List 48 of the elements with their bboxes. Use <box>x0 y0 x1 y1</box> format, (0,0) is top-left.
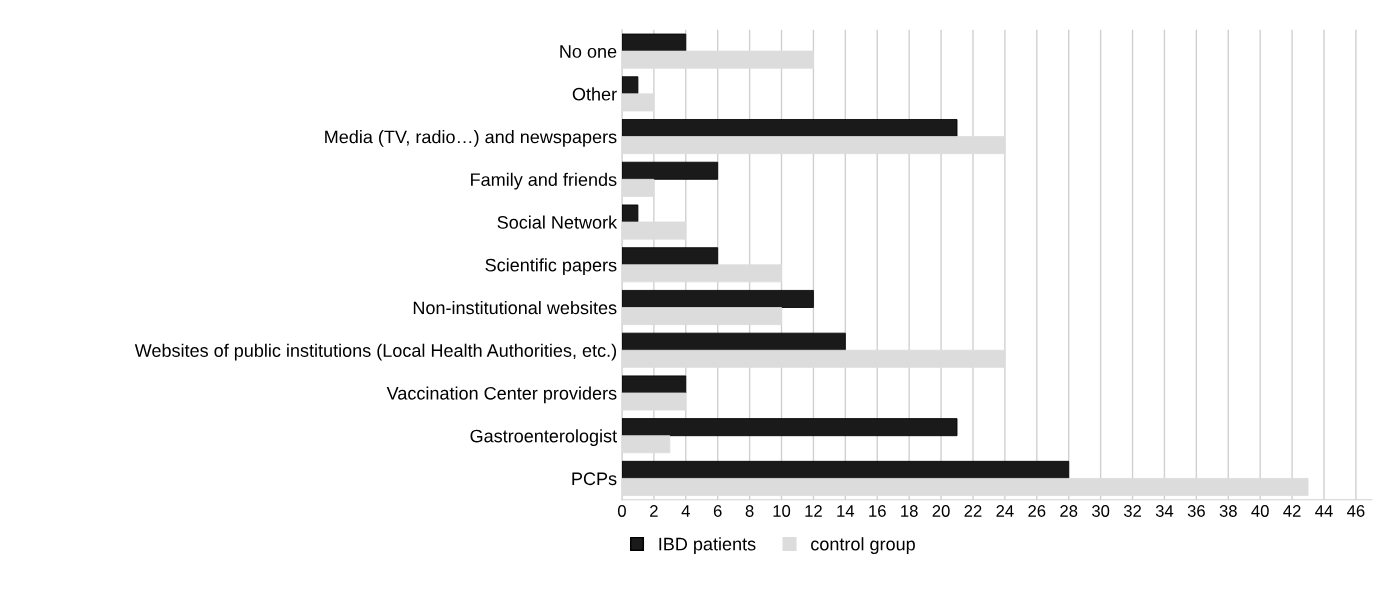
x-tick-label: 18 <box>901 505 918 517</box>
y-tick-label: Vaccination Center providers <box>386 386 617 404</box>
x-tick-label: 4 <box>681 505 690 517</box>
x-tick-label: 2 <box>650 505 658 517</box>
bar <box>621 332 846 351</box>
bar <box>621 119 958 137</box>
y-tick-label: No one <box>560 45 617 58</box>
x-tick-label: 44 <box>1315 505 1333 517</box>
x-tick-label: 10 <box>773 505 791 517</box>
y-tick-label: PCPs <box>572 472 617 486</box>
x-tick-label: 46 <box>1347 505 1365 517</box>
bar <box>621 161 719 180</box>
bar <box>621 460 1070 479</box>
y-tick-label: Non-institutional websites <box>413 300 617 315</box>
y-tick-label: Family and friends <box>471 172 617 190</box>
x-tick-label: 28 <box>1060 505 1078 517</box>
x-tick-label: 12 <box>805 505 822 517</box>
y-tick-label: Media (TV, radio…) and newspapers <box>325 130 617 147</box>
x-tick-label: 40 <box>1251 505 1269 517</box>
x-tick-label: 14 <box>837 505 855 517</box>
x-tick-label: 16 <box>869 505 886 517</box>
bar <box>621 247 719 266</box>
bar <box>621 204 639 223</box>
y-tick-label: Social Network <box>497 215 618 229</box>
x-tick-label: 24 <box>996 505 1014 517</box>
x-tick-label: 8 <box>745 505 754 517</box>
x-tick-label: 20 <box>932 505 950 517</box>
x-tick-label: 30 <box>1091 505 1110 517</box>
y-tick-label: Websites of public institutions (Local Health Authorities, etc.) <box>134 343 616 361</box>
x-tick-label: 0 <box>617 505 626 517</box>
bar <box>621 76 639 95</box>
bar <box>621 375 687 394</box>
legend-label: IBD patients <box>659 537 756 555</box>
y-tick-label: Other <box>572 87 617 101</box>
y-tick-label: Gastroenterologist <box>470 429 617 446</box>
x-tick-label: 34 <box>1155 505 1174 517</box>
bar <box>621 418 958 437</box>
bar <box>621 33 687 52</box>
legend-label: control group <box>811 537 915 555</box>
x-tick-label: 38 <box>1219 505 1237 517</box>
bar <box>621 289 814 308</box>
y-tick-label: Scientific papers <box>485 258 617 276</box>
x-tick-label: 32 <box>1123 505 1141 517</box>
x-tick-label: 6 <box>713 505 722 517</box>
x-tick-label: 36 <box>1187 505 1205 517</box>
x-tick-label: 42 <box>1283 505 1301 517</box>
x-tick-label: 22 <box>964 505 982 517</box>
x-tick-label: 26 <box>1028 505 1046 517</box>
